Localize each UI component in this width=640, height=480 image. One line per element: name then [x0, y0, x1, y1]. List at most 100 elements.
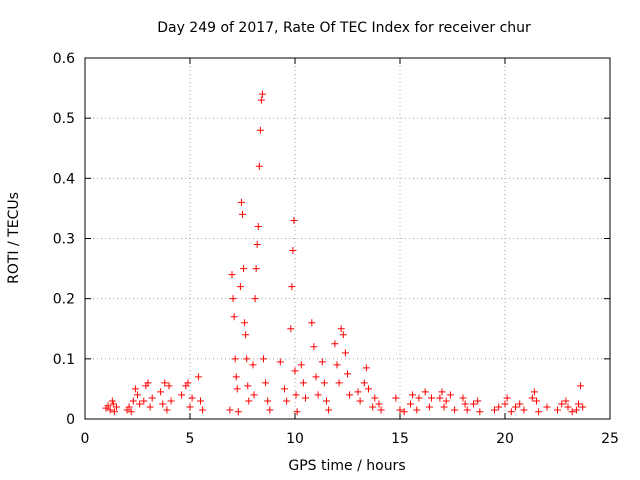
data-point	[558, 400, 566, 408]
data-point	[163, 406, 171, 414]
data-point	[451, 406, 459, 414]
y-tick-label: 0	[66, 412, 75, 428]
data-point	[528, 394, 536, 402]
data-point	[232, 373, 240, 381]
data-point	[293, 408, 301, 416]
x-tick-label: 10	[286, 431, 304, 447]
data-point	[251, 295, 259, 303]
data-point	[543, 403, 551, 411]
data-point	[318, 358, 326, 366]
data-point	[516, 400, 524, 408]
data-point	[234, 408, 242, 416]
y-tick-label: 0.2	[53, 292, 75, 308]
data-point	[572, 406, 580, 414]
data-point	[337, 325, 345, 333]
data-point	[110, 408, 118, 416]
data-point	[562, 397, 570, 405]
data-point	[491, 406, 498, 414]
plot-frame	[84, 57, 611, 420]
data-point	[299, 379, 307, 387]
data-point	[245, 397, 253, 405]
data-point	[239, 210, 246, 218]
data-point	[253, 241, 261, 249]
data-point	[568, 408, 576, 416]
data-point	[186, 403, 194, 411]
data-point	[533, 397, 540, 405]
y-tick-label: 0.3	[53, 232, 75, 248]
data-point	[256, 126, 264, 134]
data-point	[127, 408, 135, 416]
data-point	[125, 403, 133, 411]
data-point	[229, 295, 237, 303]
data-point	[146, 403, 154, 411]
data-point	[194, 373, 202, 381]
x-tick-label: 5	[186, 431, 195, 447]
y-tick-label: 0.1	[53, 352, 75, 368]
data-point	[365, 385, 372, 393]
data-point	[297, 361, 305, 369]
data-point	[144, 379, 152, 387]
data-point	[470, 400, 477, 408]
data-point	[289, 247, 297, 255]
data-point	[254, 222, 262, 230]
data-point	[113, 403, 120, 411]
data-point	[236, 283, 244, 291]
data-point	[290, 216, 298, 224]
data-point	[421, 388, 429, 396]
data-point	[375, 400, 383, 408]
data-point	[407, 400, 414, 408]
data-point	[474, 397, 482, 405]
data-point	[237, 198, 245, 206]
data-point	[331, 340, 339, 348]
data-point	[244, 382, 252, 390]
data-point	[512, 403, 519, 411]
data-point	[520, 406, 528, 414]
data-point	[503, 394, 511, 402]
data-point	[255, 162, 263, 170]
data-point	[476, 408, 484, 416]
data-point	[362, 364, 370, 372]
data-point	[199, 406, 207, 414]
data-point	[360, 379, 368, 387]
data-point	[310, 343, 318, 351]
x-tick-label: 25	[601, 431, 619, 447]
chart-title: Day 249 of 2017, Rate Of TEC Index for r…	[157, 20, 531, 36]
data-point	[320, 379, 328, 387]
data-point	[323, 397, 330, 405]
data-point	[226, 406, 234, 414]
data-points	[102, 90, 587, 416]
data-point	[356, 397, 364, 405]
data-point	[231, 355, 239, 363]
data-point	[333, 361, 341, 369]
data-point	[440, 403, 448, 411]
data-point	[308, 319, 316, 327]
data-point	[266, 406, 274, 414]
data-point	[109, 400, 117, 408]
data-point	[108, 397, 116, 405]
data-point	[392, 394, 400, 402]
data-point	[148, 394, 156, 402]
data-point	[242, 331, 250, 339]
data-point	[461, 400, 469, 408]
data-point	[425, 403, 433, 411]
data-point	[495, 403, 503, 411]
data-point	[197, 397, 204, 405]
data-point	[134, 391, 141, 399]
x-tick-label: 0	[81, 431, 90, 447]
data-point	[165, 382, 173, 390]
data-point	[257, 96, 265, 104]
data-point	[291, 367, 299, 375]
data-point	[184, 379, 192, 387]
data-point	[369, 403, 377, 411]
x-tick-label: 20	[496, 431, 514, 447]
data-point	[438, 388, 446, 396]
data-point	[371, 394, 379, 402]
data-point	[167, 397, 175, 405]
data-point	[409, 391, 417, 399]
data-point	[288, 283, 296, 291]
data-point	[554, 406, 561, 414]
data-point	[428, 394, 435, 402]
data-point	[252, 265, 260, 273]
data-point	[446, 391, 454, 399]
data-point	[579, 403, 587, 411]
